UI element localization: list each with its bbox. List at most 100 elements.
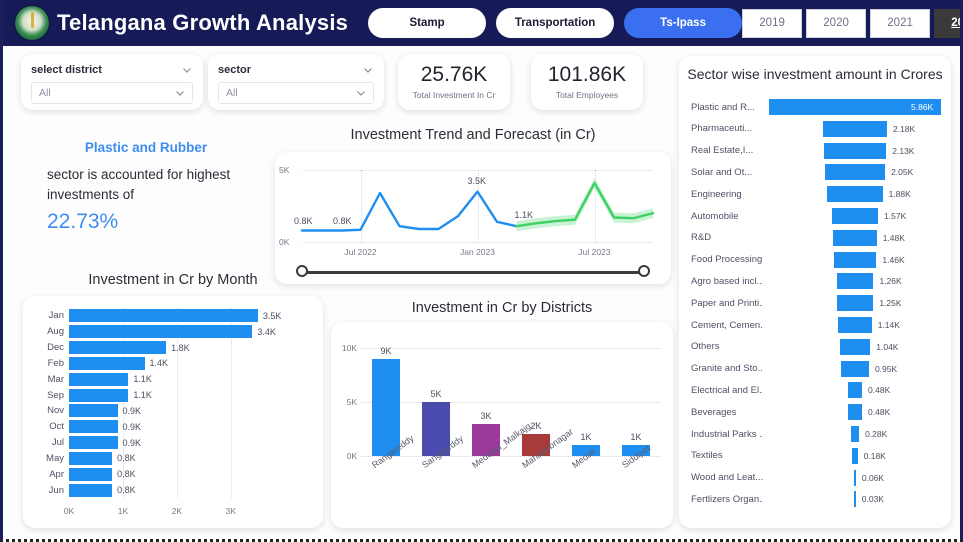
table-row[interactable]: Jul 0.9K bbox=[35, 436, 141, 450]
sector-bar[interactable] bbox=[769, 99, 941, 115]
list-item[interactable]: Wood and Leat... 0.06K bbox=[679, 469, 951, 487]
month-gridline bbox=[122, 308, 124, 498]
month-value-label: 3.4K bbox=[257, 326, 276, 337]
month-bar[interactable] bbox=[69, 467, 113, 481]
sector-bar-zone: 0.06K bbox=[763, 469, 939, 487]
table-row[interactable]: Oct 0.9K bbox=[35, 420, 141, 434]
table-row[interactable]: Nov 0.9K bbox=[35, 404, 141, 418]
trend-slider-left-handle[interactable] bbox=[296, 265, 308, 277]
list-item[interactable]: Pharmaceuti... 2.18K bbox=[679, 120, 951, 138]
month-bar[interactable] bbox=[69, 388, 129, 402]
year-button-2020[interactable]: 2020 bbox=[806, 8, 867, 38]
chevron-down-icon[interactable] bbox=[355, 87, 367, 99]
table-row[interactable]: May 0.8K bbox=[35, 451, 136, 465]
month-bar[interactable] bbox=[69, 372, 129, 386]
list-item[interactable]: Food Processing 1.46K bbox=[679, 251, 951, 269]
table-row[interactable]: Dec 1.8K bbox=[35, 341, 190, 355]
nav-pill-ts-ipass[interactable]: Ts-Ipass bbox=[624, 8, 743, 38]
sector-bar[interactable] bbox=[847, 404, 863, 421]
sector-bar[interactable] bbox=[854, 491, 856, 508]
chevron-down-icon[interactable] bbox=[174, 87, 186, 99]
table-row[interactable]: Mar 1.1K bbox=[35, 372, 152, 386]
sector-bar[interactable] bbox=[827, 186, 883, 203]
sector-bar-zone: 1.04K bbox=[763, 338, 939, 356]
table-row[interactable]: Jan 3.5K bbox=[35, 309, 281, 323]
sector-funnel-title: Sector wise investment amount in Crores bbox=[687, 66, 943, 82]
list-item[interactable]: Paper and Printi... 1.25K bbox=[679, 294, 951, 312]
list-item[interactable]: Real Estate,I... 2.13K bbox=[679, 142, 951, 160]
list-item[interactable]: R&D 1.48K bbox=[679, 229, 951, 247]
year-button-2019[interactable]: 2019 bbox=[742, 8, 803, 38]
table-row[interactable]: Apr 0.8K bbox=[35, 467, 136, 481]
list-item[interactable]: Textiles 0.18K bbox=[679, 447, 951, 465]
district-slicer-dropdown[interactable]: All bbox=[31, 82, 193, 104]
list-item[interactable]: Solar and Ot... 2.05K bbox=[679, 163, 951, 181]
chevron-down-icon[interactable] bbox=[181, 64, 193, 76]
month-bar[interactable] bbox=[69, 420, 118, 434]
list-item[interactable]: Engineering 1.88K bbox=[679, 185, 951, 203]
district-chart-card: 0K 5K 10K 9K Rangareddy 5K Sangareddy 3K Medchal… bbox=[331, 322, 673, 528]
table-row[interactable]: Jun 0.8K bbox=[35, 483, 136, 497]
month-bar[interactable] bbox=[69, 436, 118, 450]
trend-slider-right-handle[interactable] bbox=[638, 265, 650, 277]
table-row[interactable]: Sep 1.1K bbox=[35, 388, 152, 402]
list-item[interactable]: Agro based incl... 1.26K bbox=[679, 272, 951, 290]
nav-pill-transportation[interactable]: Transportation bbox=[496, 8, 615, 38]
sector-bar[interactable] bbox=[831, 208, 879, 224]
chevron-down-icon[interactable] bbox=[362, 64, 374, 76]
sector-bar[interactable] bbox=[852, 447, 858, 464]
sector-bar[interactable] bbox=[836, 295, 874, 312]
list-item[interactable]: Automobile 1.57K bbox=[679, 207, 951, 225]
list-item[interactable]: Industrial Parks ... 0.28K bbox=[679, 425, 951, 443]
sector-category-label: Real Estate,I... bbox=[691, 145, 754, 157]
sector-bar[interactable] bbox=[833, 229, 877, 246]
month-bar[interactable] bbox=[69, 356, 145, 370]
list-item[interactable]: Granite and Sto... 0.95K bbox=[679, 360, 951, 378]
sector-bar[interactable] bbox=[854, 469, 856, 486]
trend-plot-area[interactable]: 0K 5K Jul 2022 Jan 2023 Jul 2023 0.8K 0.8K 3.5K… bbox=[275, 152, 671, 284]
district-bar[interactable] bbox=[372, 358, 400, 456]
district-y-tick: 0K bbox=[346, 451, 357, 461]
month-plot-area[interactable]: 0K 1K 2K 3K Jan 3.5K Aug 3.4K Dec 1.8K Feb 1.4K Mar 1… bbox=[23, 296, 323, 528]
district-bar[interactable] bbox=[422, 402, 450, 456]
month-bar[interactable] bbox=[69, 341, 167, 355]
trend-slider-track[interactable] bbox=[302, 271, 644, 274]
year-button-2022[interactable]: 2022 bbox=[934, 8, 960, 38]
month-value-label: 1.8K bbox=[171, 342, 190, 353]
sector-bar[interactable] bbox=[847, 382, 863, 399]
sector-bar[interactable] bbox=[838, 317, 872, 333]
sector-plot-area[interactable]: Plastic and R... 5.86K Pharmaceuti... 2.18K… bbox=[679, 98, 951, 528]
sector-bar[interactable] bbox=[833, 251, 877, 268]
district-bar[interactable] bbox=[472, 423, 500, 456]
sector-slicer-dropdown[interactable]: All bbox=[218, 82, 374, 104]
list-item[interactable]: Cement, Cemen... 1.14K bbox=[679, 316, 951, 334]
sector-bar-zone: 1.25K bbox=[763, 294, 939, 312]
month-bar[interactable] bbox=[69, 404, 118, 418]
table-row[interactable]: Feb 1.4K bbox=[35, 356, 168, 370]
year-button-2021[interactable]: 2021 bbox=[870, 8, 931, 38]
table-row[interactable]: Aug 3.4K bbox=[35, 325, 276, 339]
trend-x-tick: Jul 2023 bbox=[578, 247, 611, 257]
list-item[interactable]: Electrical and El... 0.48K bbox=[679, 381, 951, 399]
sector-bar[interactable] bbox=[841, 360, 869, 377]
nav-pill-stamp[interactable]: Stamp bbox=[368, 8, 487, 38]
sector-bar[interactable] bbox=[823, 120, 887, 137]
district-bar[interactable] bbox=[622, 445, 650, 456]
list-item[interactable]: Fertlizers Organ... 0.03K bbox=[679, 490, 951, 508]
sector-bar[interactable] bbox=[850, 426, 860, 442]
month-bar[interactable] bbox=[69, 483, 113, 497]
list-item[interactable]: Others 1.04K bbox=[679, 338, 951, 356]
district-y-tick: 5K bbox=[346, 397, 357, 407]
district-bar[interactable] bbox=[522, 434, 550, 456]
sector-bar[interactable] bbox=[836, 273, 874, 290]
month-bar[interactable] bbox=[69, 309, 258, 323]
list-item[interactable]: Plastic and R... 5.86K bbox=[679, 98, 951, 116]
sector-bar[interactable] bbox=[823, 142, 887, 159]
sector-bar[interactable] bbox=[839, 338, 871, 355]
month-bar[interactable] bbox=[69, 451, 113, 465]
sector-bar[interactable] bbox=[824, 164, 886, 181]
list-item[interactable]: Beverages 0.48K bbox=[679, 403, 951, 421]
month-bar[interactable] bbox=[69, 325, 253, 339]
district-bar[interactable] bbox=[572, 445, 600, 456]
district-plot-area[interactable]: 0K 5K 10K 9K Rangareddy 5K Sangareddy 3K Medchal… bbox=[331, 322, 673, 528]
